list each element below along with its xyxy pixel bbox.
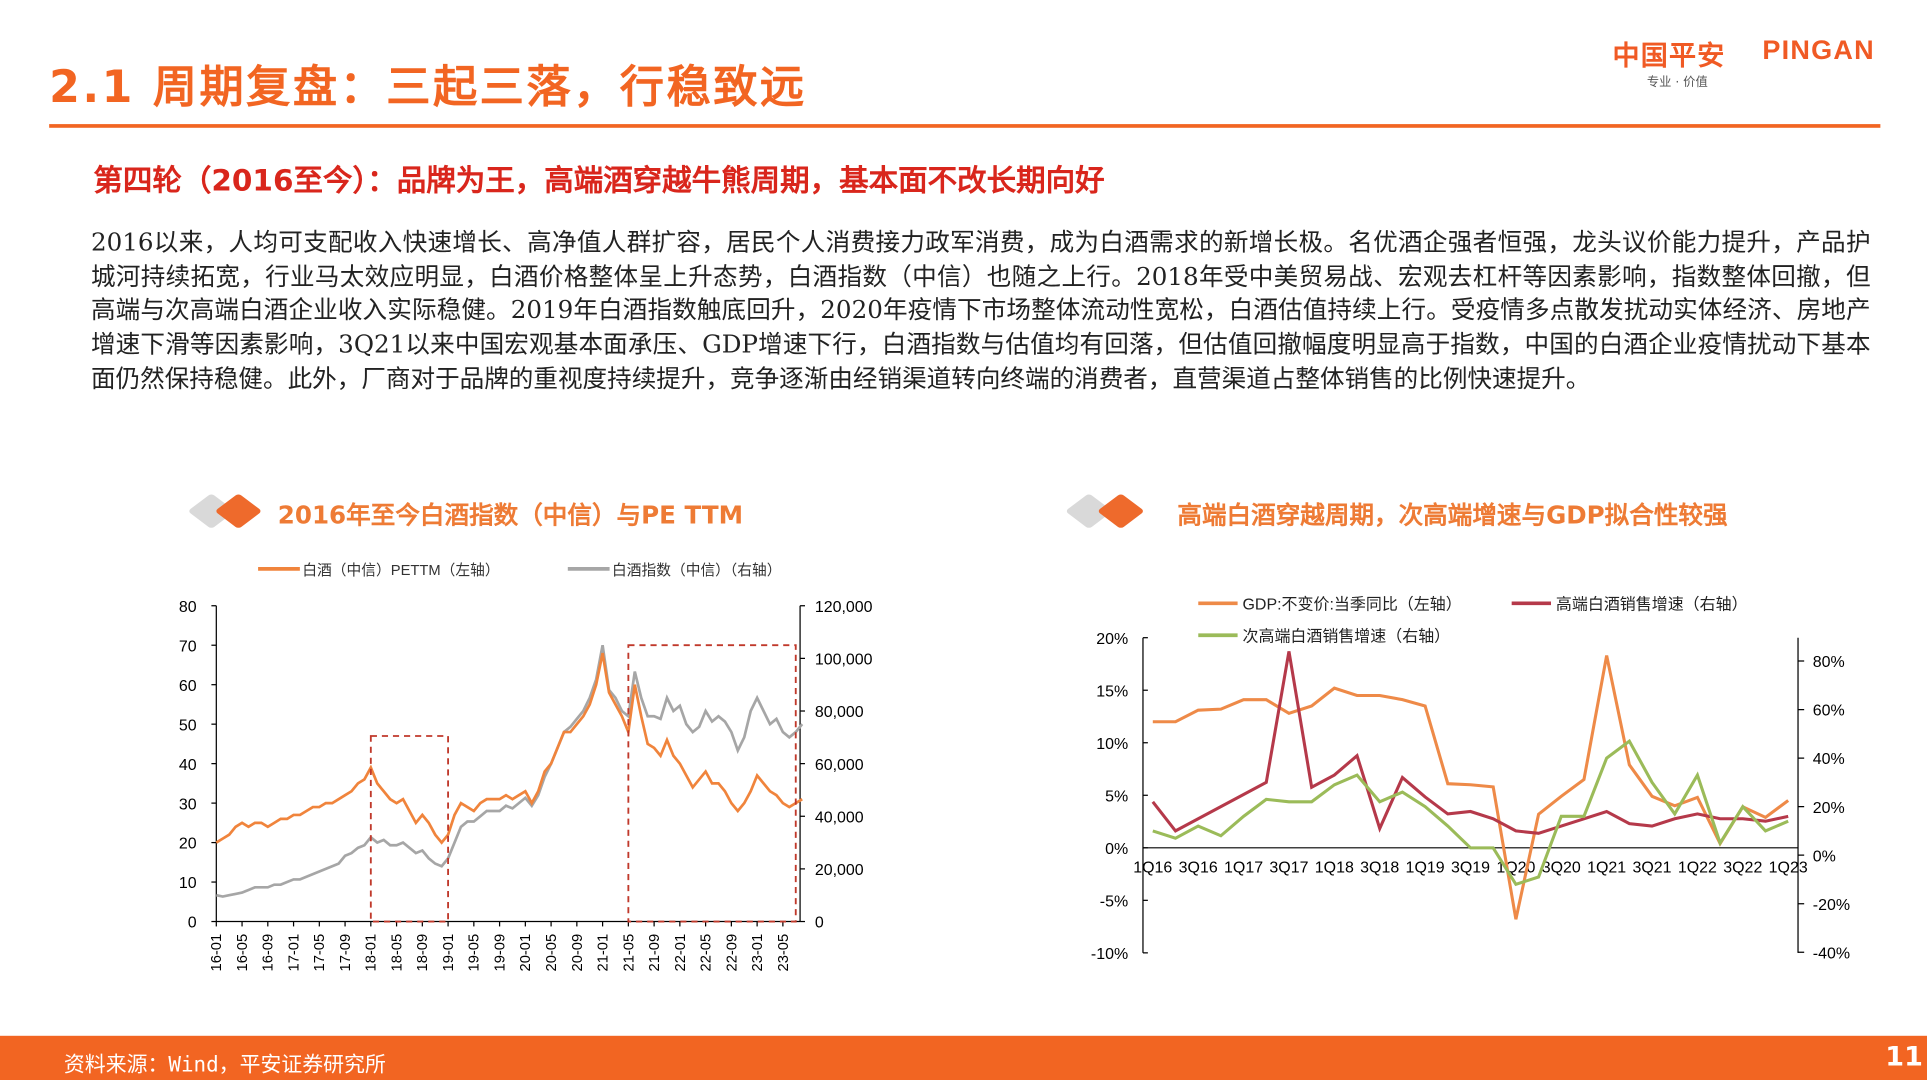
x-tick-label: 18-09 — [415, 934, 431, 972]
left-tick-label: 20 — [179, 836, 197, 853]
x-tick-label: 18-05 — [389, 934, 405, 972]
logo-en: PINGAN — [1762, 34, 1875, 66]
left-tick-label: 80 — [179, 599, 197, 616]
right-tick-label: 60,000 — [815, 757, 864, 774]
x-tick-label: 1Q19 — [1406, 859, 1445, 876]
x-tick-label: 18-01 — [364, 934, 380, 972]
x-tick-label: 21-01 — [596, 934, 612, 972]
left-tick-label: 5% — [1105, 788, 1128, 805]
x-tick-label: 19-01 — [441, 934, 457, 972]
source-note: 资料来源：Wind，平安证券研究所 — [63, 1052, 386, 1078]
right-tick-label: 80,000 — [815, 704, 864, 721]
x-tick-label: 1Q16 — [1133, 859, 1172, 876]
right-tick-label: 40,000 — [815, 809, 864, 826]
series-line-pe — [215, 652, 803, 845]
x-tick-label: 1Q17 — [1224, 859, 1263, 876]
x-tick-label: 3Q21 — [1632, 859, 1671, 876]
pingan-logo: 中国平安 PINGAN 专业 · 价值 — [1612, 34, 1913, 95]
left-tick-label: -10% — [1091, 946, 1128, 963]
left-tick-label: 60 — [179, 678, 197, 695]
x-tick-label: 3Q22 — [1723, 859, 1762, 876]
x-tick-label: 16-05 — [235, 934, 251, 972]
right-tick-label: 80% — [1813, 654, 1845, 671]
x-tick-label: 22-05 — [699, 934, 715, 972]
series-line-0 — [1152, 655, 1790, 920]
right-tick-label: 60% — [1813, 703, 1845, 720]
title-divider — [49, 124, 1881, 128]
legend-label-2: 次高端白酒销售增速（右轴） — [1243, 627, 1451, 645]
x-tick-label: 19-09 — [493, 934, 509, 972]
legend-label-1: 高端白酒销售增速（右轴） — [1556, 595, 1748, 613]
diamond-icon — [187, 493, 268, 530]
logo-cn: 中国平安 — [1612, 41, 1726, 73]
chart1-pe-index: 白酒（中信）PETTM（左轴） 白酒指数（中信）（右轴） 80 70 60 50 40 30 2… — [179, 562, 873, 972]
x-tick-label: 3Q16 — [1179, 859, 1218, 876]
left-tick-label: 70 — [179, 638, 197, 655]
right-tick-label: 120,000 — [815, 599, 873, 616]
left-tick-label: 40 — [179, 757, 197, 774]
x-tick-label: 23-05 — [776, 934, 792, 972]
legend-label-1: 白酒指数（中信）（右轴） — [612, 562, 781, 579]
x-tick-label: 22-01 — [673, 934, 689, 972]
x-tick-label: 1Q23 — [1769, 859, 1808, 876]
x-tick-label: 20-05 — [544, 934, 560, 972]
x-tick-label: 16-01 — [209, 934, 225, 972]
logo-tagline: 专业 · 价值 — [1646, 76, 1708, 90]
page-number: 11 — [1885, 1041, 1923, 1073]
x-tick-label: 3Q20 — [1542, 859, 1581, 876]
x-tick-label: 3Q17 — [1269, 859, 1308, 876]
left-tick-label: 10 — [179, 875, 197, 892]
x-tick-label: 17-05 — [312, 934, 328, 972]
annotation-box-0 — [369, 735, 450, 923]
left-tick-label: 10% — [1096, 736, 1128, 753]
x-tick-label: 3Q19 — [1451, 859, 1490, 876]
right-tick-label: -20% — [1813, 897, 1850, 914]
x-tick-label: 23-01 — [750, 934, 766, 972]
x-tick-label: 1Q22 — [1678, 859, 1717, 876]
x-tick-label: 1Q18 — [1315, 859, 1354, 876]
left-tick-label: -5% — [1100, 893, 1128, 910]
right-tick-label: 0% — [1813, 848, 1836, 865]
x-tick-label: 17-01 — [286, 934, 302, 972]
diamond-icon — [1065, 493, 1146, 530]
body-paragraph: 2016以来，人均可支配收入快速增长、高净值人群扩容，居民个人消费接力政军消费，… — [90, 227, 1871, 393]
x-tick-label: 3Q18 — [1360, 859, 1399, 876]
x-tick-label: 22-09 — [724, 934, 740, 972]
x-tick-label: 20-09 — [570, 934, 586, 972]
right-tick-label: 20% — [1813, 800, 1845, 817]
x-tick-label: 21-09 — [647, 934, 663, 972]
page-title: 2.1 周期复盘：三起三落，行稳致远 — [49, 62, 807, 114]
series-line-index — [216, 644, 804, 898]
footer-bar — [0, 1035, 1927, 1080]
right-tick-label: 0 — [815, 915, 824, 932]
right-tick-label: -40% — [1813, 945, 1850, 962]
x-tick-label: 19-05 — [467, 934, 483, 972]
x-tick-label: 21-05 — [621, 934, 637, 972]
left-tick-label: 0% — [1105, 841, 1128, 858]
left-tick-label: 30 — [179, 796, 197, 813]
left-tick-label: 20% — [1096, 631, 1128, 648]
left-tick-label: 0 — [188, 915, 197, 932]
legend-label-0: GDP:不变价:当季同比（左轴） — [1243, 595, 1462, 613]
chart1-title: 2016年至今白酒指数（中信）与PE TTM — [277, 500, 744, 530]
left-tick-label: 50 — [179, 717, 197, 734]
x-tick-label: 17-09 — [338, 934, 354, 972]
legend-label-0: 白酒（中信）PETTM（左轴） — [302, 562, 499, 579]
left-tick-label: 15% — [1096, 683, 1128, 700]
x-tick-label: 1Q21 — [1587, 859, 1626, 876]
series-line-1 — [1151, 651, 1789, 835]
section-subtitle: 第四轮（2016至今）：品牌为王，高端酒穿越牛熊周期，基本面不改长期向好 — [93, 163, 1105, 198]
x-tick-label: 20-01 — [518, 934, 534, 972]
chart2-growth: GDP:不变价:当季同比（左轴） 高端白酒销售增速（右轴） 次高端白酒销售增速（右轴… — [1091, 595, 1850, 963]
x-tick-label: 16-09 — [261, 934, 277, 972]
right-tick-label: 40% — [1813, 751, 1845, 768]
right-tick-label: 100,000 — [815, 652, 873, 669]
right-tick-label: 20,000 — [815, 862, 864, 879]
series-line-2 — [1152, 738, 1789, 887]
chart2-title: 高端白酒穿越周期，次高端增速与GDP拟合性较强 — [1177, 500, 1728, 530]
